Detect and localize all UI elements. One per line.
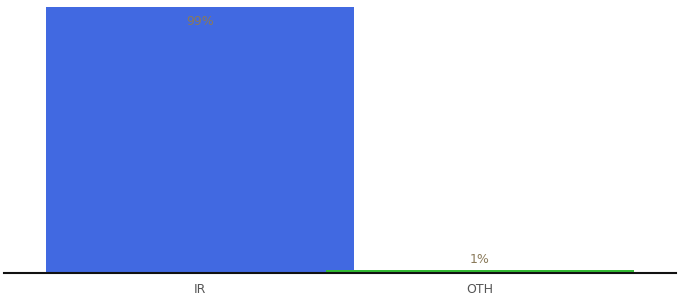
Text: 1%: 1% [470, 254, 490, 266]
Bar [326, 270, 634, 273]
Text: 99%: 99% [186, 15, 214, 28]
Bar [46, 7, 354, 273]
